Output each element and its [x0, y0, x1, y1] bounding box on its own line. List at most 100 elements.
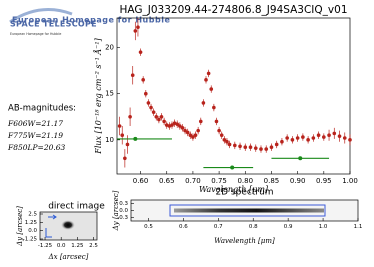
x-tick-label: 0.6	[179, 224, 188, 230]
data-point	[248, 145, 253, 150]
data-point	[253, 146, 258, 150]
chart-title: 2D spectrum	[215, 188, 273, 198]
data-point	[120, 133, 125, 138]
x-tick-label: 0.95	[316, 177, 332, 185]
band-point	[230, 165, 235, 170]
y-tick-label: 0.0	[28, 228, 37, 234]
data-point	[178, 124, 182, 128]
data-point	[316, 133, 321, 138]
data-point	[201, 101, 206, 105]
y-tick-label: 20	[105, 44, 114, 52]
data-point	[180, 126, 185, 130]
data-point	[233, 143, 237, 148]
data-point	[204, 78, 208, 82]
plot-frame	[39, 211, 98, 241]
spectrum-image	[131, 200, 358, 221]
data-point	[238, 144, 242, 149]
data-point	[206, 71, 211, 76]
x-tick-label: -1.25	[38, 243, 53, 249]
direct-image	[40, 212, 97, 240]
data-point	[269, 145, 274, 150]
source	[61, 220, 75, 230]
data-point	[348, 138, 352, 142]
data-point	[264, 147, 269, 151]
x-tick-label: 1.00	[342, 177, 358, 185]
data-point	[141, 78, 145, 82]
data-point	[154, 114, 159, 119]
extraction-box	[169, 204, 326, 217]
data-point	[217, 128, 221, 133]
data-point	[162, 119, 166, 124]
y-axis-label: Δy [arcsec]	[16, 206, 24, 247]
x-axis-label: Wavelength [μm]	[214, 237, 275, 245]
arrow	[48, 214, 57, 220]
logo: European Homepage for Hubble	[9, 8, 170, 25]
x-tick-label: 0.7	[214, 224, 223, 230]
data-point	[290, 138, 295, 142]
y-tick-label: 2.5	[28, 212, 37, 218]
x-tick-label: 0.9	[284, 224, 293, 230]
data-point	[175, 122, 180, 126]
data-point	[332, 131, 337, 136]
y-axis-label: Flux [10⁻¹⁸ erg cm⁻² s⁻¹ Å⁻¹]	[94, 37, 103, 154]
data-point	[138, 50, 143, 54]
data-point	[212, 105, 216, 110]
data-point	[285, 136, 289, 140]
data-point	[149, 105, 153, 110]
annotation-title: AB-magnitudes:	[8, 104, 76, 114]
data-point	[146, 101, 151, 105]
data-point	[209, 87, 214, 91]
data-point	[128, 114, 132, 119]
data-point	[219, 133, 224, 138]
data-point	[327, 133, 331, 138]
band-point	[133, 136, 138, 141]
data-point	[191, 135, 195, 139]
logo-tagline: European Homepage for Hubble	[10, 32, 61, 36]
data-point	[159, 114, 164, 119]
data-point	[188, 133, 193, 138]
logo-title: SPACE TELESCOPE	[10, 20, 97, 29]
data-point	[259, 147, 263, 151]
x-tick-label: 0.8	[249, 224, 258, 230]
plot-frame	[116, 17, 351, 175]
data-point	[274, 142, 279, 147]
chart-title: HAG_J033209.44-274806.8_J94SA3CIQ_v01	[120, 4, 348, 16]
data-point	[123, 156, 127, 161]
data-point	[170, 123, 174, 127]
y-tick-label: 0.3	[119, 201, 128, 207]
data-point	[342, 136, 347, 140]
band-point	[298, 156, 303, 161]
data-point	[227, 142, 232, 147]
magnitude: F606W=21.17	[7, 119, 63, 128]
x-tick-label: 0.60	[133, 177, 149, 185]
x-tick-label: 0.85	[264, 177, 280, 185]
x-tick-label: 0.70	[185, 177, 201, 185]
logo-title: European Homepage for Hubble	[12, 16, 170, 25]
data-point	[322, 135, 326, 139]
x-tick-label: 0.90	[290, 177, 306, 185]
y-tick-label: 1.25	[25, 220, 38, 226]
x-tick-label: 0.5	[144, 224, 153, 230]
data-point	[183, 128, 187, 133]
x-tick-label: 1.25	[71, 243, 84, 249]
data-point	[133, 29, 138, 33]
magnitude: F850LP=20.63	[7, 143, 66, 152]
compass	[45, 228, 52, 238]
chart-title: direct image	[48, 202, 105, 212]
y-tick-label: -1.25	[23, 237, 38, 243]
x-tick-label: 1.0	[319, 224, 328, 230]
data-point	[280, 139, 284, 144]
x-axis-label: Δx [arcsec]	[48, 253, 89, 261]
data-point	[143, 91, 148, 96]
data-point	[193, 133, 198, 138]
y-tick-label: 0.0	[119, 208, 128, 214]
data-point	[311, 136, 316, 140]
x-axis-label: Wavelength [μm]	[199, 185, 269, 194]
magnitude: F775W=21.19	[7, 131, 63, 140]
data-point	[185, 130, 190, 135]
data-point	[337, 134, 342, 138]
data-point	[125, 142, 130, 147]
trace	[174, 208, 324, 213]
data-point	[301, 135, 305, 139]
data-point	[151, 110, 156, 114]
